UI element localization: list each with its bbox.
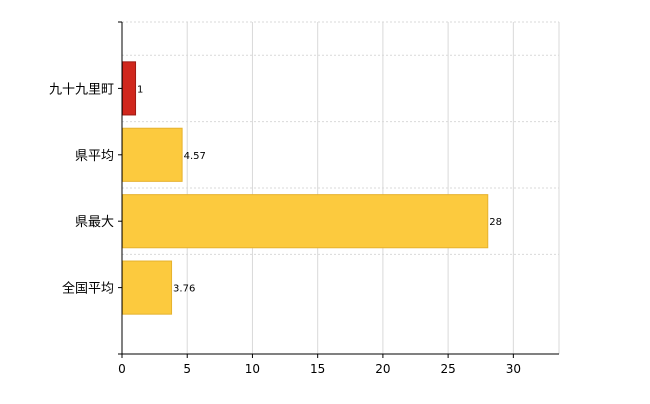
x-tick-label: 10 xyxy=(245,362,260,376)
data-label-2: 4.57 xyxy=(184,151,206,162)
data-label-1: 1 xyxy=(137,84,143,95)
x-tick-label: 0 xyxy=(118,362,126,376)
category-label-3: 県最大 xyxy=(75,215,114,230)
x-tick-label: 25 xyxy=(440,362,455,376)
bar-4 xyxy=(122,260,173,315)
bar-3 xyxy=(122,194,489,249)
gridlines xyxy=(121,21,560,355)
bar-1 xyxy=(122,61,137,116)
data-label-3: 28 xyxy=(489,217,502,228)
category-label-2: 県平均 xyxy=(75,149,114,164)
data-label-4: 3.76 xyxy=(173,284,195,295)
category-label-4: 全国平均 xyxy=(62,281,114,297)
category-label-1: 九十九里町 xyxy=(49,82,114,97)
x-tick-label: 20 xyxy=(375,362,390,376)
bar-2 xyxy=(122,127,183,182)
x-tick-label: 30 xyxy=(506,362,521,376)
bars xyxy=(122,61,489,315)
axes xyxy=(118,21,559,358)
x-tick-label: 15 xyxy=(310,362,325,376)
x-tick-label: 5 xyxy=(183,362,191,376)
labels: 1 九十九里町 4.57 県平均 28 県最大 3.76 全国平均 0 5 10 15 20 25 30 xyxy=(49,82,521,376)
